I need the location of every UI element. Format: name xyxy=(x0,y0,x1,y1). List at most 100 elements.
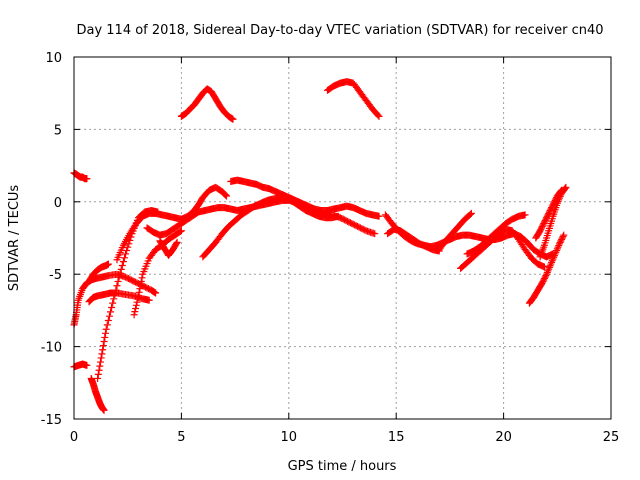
data-points xyxy=(70,78,570,414)
plot-frame xyxy=(73,56,612,420)
data-point xyxy=(558,186,566,194)
data-point xyxy=(176,227,184,235)
data-point xyxy=(542,272,550,280)
data-point xyxy=(152,289,160,297)
series-arc-d xyxy=(85,260,112,285)
data-point xyxy=(107,308,115,316)
data-point xyxy=(545,265,553,273)
y-axis-label: SDTVAR / TECUs xyxy=(7,185,22,292)
chart-title: Day 114 of 2018, Sidereal Day-to-day VTE… xyxy=(76,23,603,38)
y-tick-label: 5 xyxy=(54,123,62,138)
series-arc-u xyxy=(463,211,529,258)
data-point xyxy=(173,238,181,246)
data-point xyxy=(134,295,142,303)
data-point xyxy=(111,290,119,298)
data-point xyxy=(135,288,143,296)
data-point xyxy=(102,325,110,333)
data-point xyxy=(553,245,561,253)
series-arc-l xyxy=(177,85,237,123)
data-point xyxy=(83,175,91,183)
y-tick-label: -10 xyxy=(41,341,62,356)
x-tick-label: 15 xyxy=(388,430,405,445)
data-point xyxy=(137,277,145,285)
data-point xyxy=(122,250,130,258)
series-arc-o xyxy=(285,193,379,238)
data-point xyxy=(561,184,569,192)
data-point xyxy=(552,248,560,256)
data-point xyxy=(97,354,105,362)
data-point xyxy=(145,296,153,304)
series-arc-s xyxy=(435,209,475,254)
data-point xyxy=(105,312,113,320)
data-point xyxy=(116,269,124,277)
data-point xyxy=(374,111,382,119)
data-point xyxy=(113,282,121,290)
data-point xyxy=(550,252,558,260)
data-point xyxy=(136,285,144,293)
grid xyxy=(74,57,611,419)
x-axis-label: GPS time / hours xyxy=(288,459,397,474)
data-point xyxy=(543,270,551,278)
data-point xyxy=(100,406,108,414)
data-point xyxy=(545,263,553,271)
data-point xyxy=(118,262,126,270)
data-point xyxy=(112,286,120,294)
data-point xyxy=(543,269,551,277)
x-tick-label: 0 xyxy=(70,430,78,445)
data-point xyxy=(83,361,91,369)
data-point xyxy=(110,295,118,303)
data-point xyxy=(551,250,559,258)
data-point xyxy=(560,231,568,239)
x-tick-label: 25 xyxy=(603,430,620,445)
data-point xyxy=(94,374,102,382)
data-point xyxy=(134,292,142,300)
data-point xyxy=(132,301,140,309)
data-point xyxy=(120,254,128,262)
data-point xyxy=(138,274,146,282)
data-point xyxy=(104,260,112,268)
data-point xyxy=(549,255,557,263)
data-point xyxy=(131,308,139,316)
data-point xyxy=(371,230,379,238)
x-tick-label: 20 xyxy=(495,430,512,445)
data-point xyxy=(555,241,563,249)
data-point xyxy=(130,311,138,319)
data-point xyxy=(559,233,567,241)
data-point xyxy=(548,258,556,266)
data-point xyxy=(117,265,125,273)
data-point xyxy=(375,112,383,120)
data-point xyxy=(95,366,103,374)
series-arc-n xyxy=(227,176,383,220)
data-point xyxy=(521,211,529,219)
data-point xyxy=(229,115,237,123)
data-point xyxy=(98,350,106,358)
series-arc-c xyxy=(70,360,91,371)
data-point xyxy=(221,191,229,199)
data-point xyxy=(546,262,554,270)
y-tick-label: 0 xyxy=(54,196,62,211)
data-point xyxy=(172,240,180,248)
data-point xyxy=(137,281,145,289)
data-point xyxy=(222,191,230,199)
series-arc-x xyxy=(532,186,566,242)
data-point xyxy=(101,333,109,341)
data-point xyxy=(103,321,111,329)
data-point xyxy=(544,267,552,275)
data-point xyxy=(375,212,383,220)
series-arc-p xyxy=(323,78,383,120)
x-tick-label: 5 xyxy=(177,430,185,445)
y-tick-label: -5 xyxy=(49,268,62,283)
data-point xyxy=(94,370,102,378)
data-point xyxy=(100,338,108,346)
data-point xyxy=(132,304,140,312)
series-arc-r xyxy=(384,225,443,255)
data-point xyxy=(114,277,122,285)
axis-ticks: 0 5 10 15 20 25 -15 -10 -5 0 5 10 xyxy=(41,51,620,445)
data-point xyxy=(554,243,562,251)
y-tick-label: 10 xyxy=(45,51,62,66)
data-point xyxy=(467,209,475,217)
data-point xyxy=(553,247,561,255)
data-point xyxy=(133,298,141,306)
data-point xyxy=(466,210,474,218)
